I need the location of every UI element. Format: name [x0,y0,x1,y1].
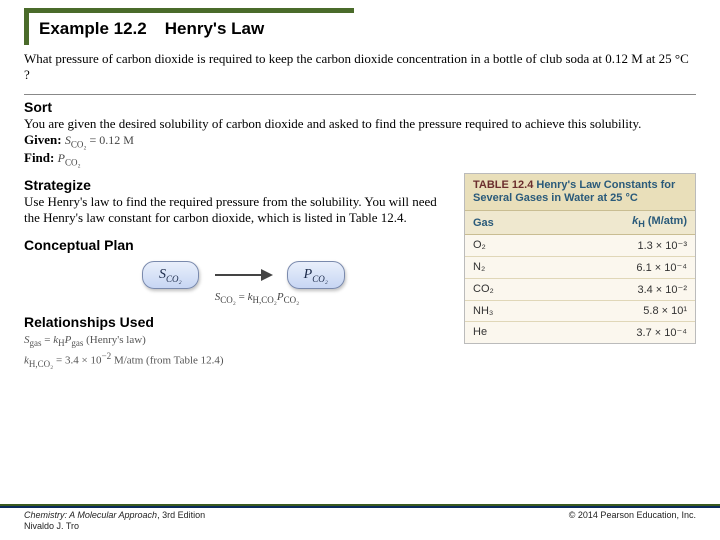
strategize-heading: Strategize [24,177,452,193]
given-label: Given: [24,132,62,147]
find-label: Find: [24,150,54,165]
given-formula: SCO₂ = 0.12 M [65,133,134,147]
table-row: O₂1.3 × 10⁻³ [465,234,695,256]
strategize-text: Use Henry's law to find the required pre… [24,194,452,227]
table-caption: TABLE 12.4 Henry's Law Constants for Sev… [465,174,695,211]
title-block: Example 12.2 Henry's Law [24,8,354,45]
plan-equation: SCO₂ = kH,CO₂PCO₂ [142,291,372,305]
two-column: Strategize Use Henry's law to find the r… [24,173,696,372]
copyright: © 2014 Pearson Education, Inc. [569,510,696,532]
footer-left: Chemistry: A Molecular Approach, 3rd Edi… [24,510,205,532]
author: Nivaldo J. Tro [24,521,79,531]
table-row: N₂6.1 × 10⁻⁴ [465,256,695,278]
conceptual-plan: SCO₂ PCO₂ [142,261,452,290]
plan-chip-left: SCO₂ [142,261,199,290]
relationship-line-2: kH,CO₂ = 3.4 × 10−2 M/atm (from Table 12… [24,350,452,371]
left-column: Strategize Use Henry's law to find the r… [24,173,452,372]
right-column: TABLE 12.4 Henry's Law Constants for Sev… [464,173,696,372]
henry-constants-table: Gas kH (M/atm) O₂1.3 × 10⁻³ N₂6.1 × 10⁻⁴… [465,211,695,342]
book-edition: , 3rd Edition [157,510,205,520]
question-text: What pressure of carbon dioxide is requi… [24,49,696,92]
sort-heading: Sort [24,99,696,115]
find-formula: PCO₂ [58,151,81,165]
plan-chip-right: PCO₂ [287,261,345,290]
table-row: NH₃5.8 × 10¹ [465,300,695,321]
table-12-4: TABLE 12.4 Henry's Law Constants for Sev… [464,173,696,344]
col-gas: Gas [465,211,544,234]
book-title: Chemistry: A Molecular Approach [24,510,157,520]
relationship-line-1: Sgas = kHPgas (Henry's law) [24,332,452,351]
table-row: CO₂3.4 × 10⁻² [465,278,695,300]
sort-body: You are given the desired solubility of … [24,116,696,170]
col-kh: kH (M/atm) [544,211,695,234]
slide-page: Example 12.2 Henry's Law What pressure o… [0,0,720,372]
divider [24,94,696,95]
plan-heading: Conceptual Plan [24,237,452,253]
arrow-right-icon [213,266,273,284]
table-number: TABLE 12.4 [473,179,533,191]
relationships-body: Sgas = kHPgas (Henry's law) kH,CO₂ = 3.4… [24,332,452,372]
example-topic: Henry's Law [165,19,264,38]
footer-rule [0,504,720,506]
relationships-heading: Relationships Used [24,314,452,330]
table-row: He3.7 × 10⁻⁴ [465,321,695,343]
sort-text: You are given the desired solubility of … [24,116,641,131]
example-number: Example 12.2 [39,19,147,38]
footer: Chemistry: A Molecular Approach, 3rd Edi… [24,510,696,532]
